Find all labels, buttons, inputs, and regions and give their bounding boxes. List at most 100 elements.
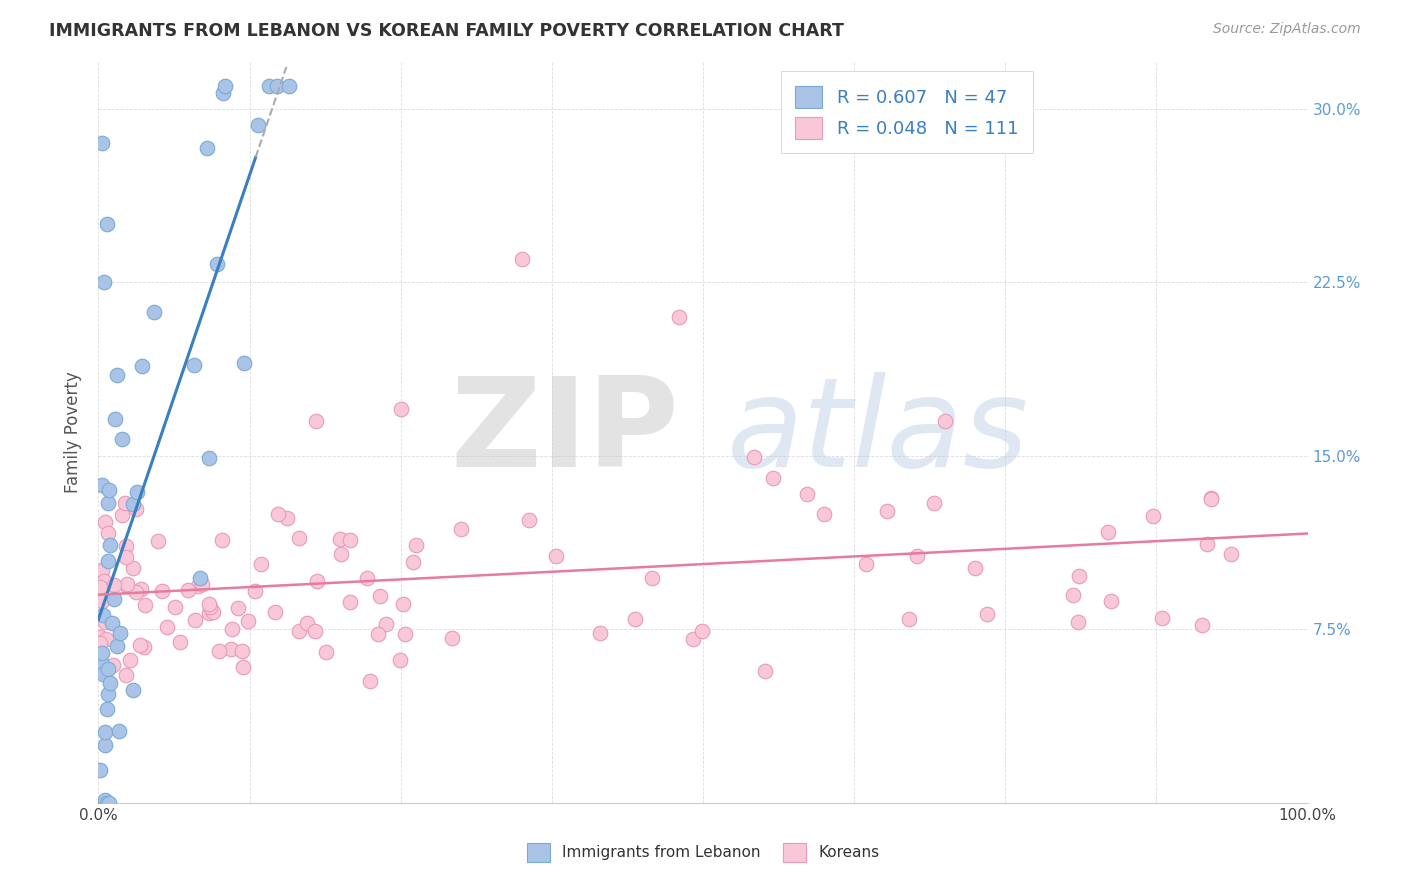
Koreans — [115, 668, 138, 682]
Koreans — [450, 522, 472, 536]
Koreans — [90, 563, 112, 577]
Koreans — [124, 502, 146, 516]
Koreans — [191, 577, 214, 591]
Koreans — [976, 607, 998, 621]
Immigrants from Lebanon — [98, 538, 121, 552]
Immigrants from Lebanon — [105, 368, 128, 382]
Immigrants from Lebanon — [214, 78, 236, 93]
Koreans — [315, 645, 337, 659]
Immigrants from Lebanon — [122, 497, 145, 511]
Immigrants from Lebanon — [91, 136, 114, 151]
Koreans — [243, 583, 266, 598]
Immigrants from Lebanon — [93, 667, 115, 681]
Koreans — [94, 632, 117, 646]
Immigrants from Lebanon — [100, 615, 122, 630]
Koreans — [1062, 588, 1084, 602]
Text: IMMIGRANTS FROM LEBANON VS KOREAN FAMILY POVERTY CORRELATION CHART: IMMIGRANTS FROM LEBANON VS KOREAN FAMILY… — [49, 22, 844, 40]
Koreans — [287, 624, 309, 638]
Koreans — [1195, 536, 1218, 550]
Koreans — [339, 595, 361, 609]
Koreans — [118, 653, 141, 667]
Koreans — [897, 612, 920, 626]
Text: ZIP: ZIP — [450, 372, 679, 493]
Koreans — [103, 577, 125, 591]
Koreans — [232, 659, 254, 673]
Koreans — [236, 614, 259, 628]
Koreans — [623, 612, 645, 626]
Immigrants from Lebanon — [90, 646, 112, 660]
Koreans — [94, 515, 117, 529]
Koreans — [304, 624, 326, 638]
Koreans — [249, 558, 271, 572]
Immigrants from Lebanon — [91, 478, 114, 492]
Immigrants from Lebanon — [96, 701, 118, 715]
Koreans — [156, 620, 179, 634]
Immigrants from Lebanon — [94, 724, 117, 739]
Koreans — [1142, 509, 1164, 524]
Koreans — [1152, 610, 1174, 624]
Immigrants from Lebanon — [93, 275, 115, 289]
Text: atlas: atlas — [727, 372, 1029, 493]
Koreans — [132, 640, 155, 655]
Immigrants from Lebanon — [198, 450, 221, 465]
Immigrants from Lebanon — [97, 662, 120, 676]
Koreans — [359, 674, 381, 689]
Immigrants from Lebanon — [104, 412, 127, 426]
Koreans — [754, 664, 776, 678]
Immigrants from Lebanon — [257, 78, 280, 93]
Koreans — [115, 579, 138, 593]
Koreans — [187, 579, 209, 593]
Koreans — [125, 585, 148, 599]
Immigrants from Lebanon — [97, 554, 120, 568]
Koreans — [121, 561, 143, 575]
Koreans — [668, 310, 690, 324]
Koreans — [934, 414, 956, 428]
Koreans — [177, 582, 200, 597]
Immigrants from Lebanon — [205, 257, 228, 271]
Koreans — [510, 252, 533, 266]
Koreans — [208, 644, 231, 658]
Koreans — [211, 533, 233, 547]
Koreans — [134, 598, 156, 612]
Koreans — [963, 560, 986, 574]
Koreans — [796, 487, 818, 501]
Immigrants from Lebanon — [247, 118, 270, 132]
Koreans — [114, 495, 136, 509]
Immigrants from Lebanon — [97, 687, 120, 701]
Koreans — [1099, 594, 1122, 608]
Koreans — [329, 532, 352, 546]
Koreans — [1097, 524, 1119, 539]
Koreans — [202, 605, 225, 619]
Immigrants from Lebanon — [97, 495, 120, 509]
Koreans — [589, 625, 612, 640]
Koreans — [375, 617, 398, 632]
Koreans — [394, 626, 416, 640]
Koreans — [114, 539, 136, 553]
Koreans — [1067, 615, 1090, 630]
Koreans — [389, 402, 412, 417]
Koreans — [813, 507, 835, 521]
Immigrants from Lebanon — [110, 625, 132, 640]
Koreans — [90, 594, 112, 608]
Immigrants from Lebanon — [212, 87, 235, 101]
Immigrants from Lebanon — [131, 359, 153, 373]
Koreans — [165, 599, 187, 614]
Koreans — [641, 571, 664, 585]
Koreans — [517, 513, 540, 527]
Koreans — [1199, 492, 1222, 507]
Immigrants from Lebanon — [195, 141, 218, 155]
Immigrants from Lebanon — [98, 796, 121, 810]
Immigrants from Lebanon — [232, 356, 254, 370]
Koreans — [855, 558, 877, 572]
Koreans — [146, 534, 169, 549]
Koreans — [339, 533, 361, 548]
Koreans — [115, 576, 138, 591]
Immigrants from Lebanon — [96, 218, 118, 232]
Koreans — [231, 644, 253, 658]
Immigrants from Lebanon — [111, 432, 134, 446]
Koreans — [89, 630, 111, 644]
Koreans — [922, 496, 945, 510]
Koreans — [405, 538, 427, 552]
Koreans — [93, 574, 115, 589]
Koreans — [89, 636, 111, 650]
